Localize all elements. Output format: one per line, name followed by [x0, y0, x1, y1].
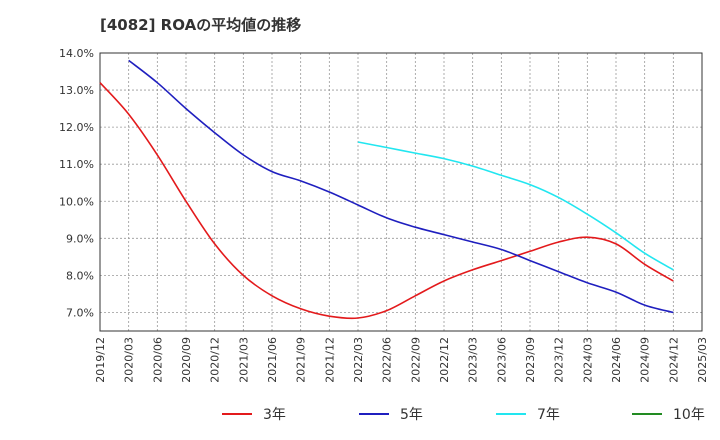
legend-label-2: 5年 — [400, 407, 423, 423]
x-tick-label: 2022/12 — [438, 337, 451, 383]
y-tick-label: 14.0% — [59, 47, 94, 60]
plot-area — [100, 53, 702, 331]
legend-label-4: 10年 — [673, 407, 705, 423]
x-tick-label: 2022/06 — [381, 337, 394, 383]
y-tick-label: 11.0% — [59, 158, 94, 171]
series-line-3 — [357, 141, 674, 271]
x-tick-label: 2020/09 — [180, 337, 193, 383]
x-tick-label: 2020/12 — [209, 337, 222, 383]
x-tick-label: 2023/03 — [467, 337, 480, 383]
series-line-2 — [128, 59, 674, 314]
x-tick-label: 2021/03 — [237, 337, 250, 383]
legend-label-3: 7年 — [537, 407, 560, 423]
x-tick-label: 2024/12 — [667, 337, 680, 383]
x-tick-label: 2024/03 — [581, 337, 594, 383]
y-tick-label: 13.0% — [59, 84, 94, 97]
y-tick-label: 8.0% — [66, 269, 94, 282]
y-tick-label: 12.0% — [59, 121, 94, 134]
x-tick-label: 2021/12 — [323, 337, 336, 383]
x-tick-label: 2021/09 — [295, 337, 308, 383]
legend-label-1: 3年 — [263, 407, 286, 423]
y-tick-label: 10.0% — [59, 195, 94, 208]
chart-title: [4082] ROAの平均値の推移 — [100, 16, 302, 34]
x-tick-label: 2022/09 — [409, 337, 422, 383]
x-tick-label: 2023/06 — [495, 337, 508, 383]
x-tick-label: 2025/03 — [696, 337, 709, 383]
x-tick-label: 2024/09 — [639, 337, 652, 383]
x-tick-label: 2023/09 — [524, 337, 537, 383]
series-line-1 — [99, 82, 674, 320]
y-tick-label: 7.0% — [66, 306, 94, 319]
x-tick-label: 2020/03 — [123, 337, 136, 383]
x-tick-label: 2024/06 — [610, 337, 623, 383]
x-tick-label: 2020/06 — [151, 337, 164, 383]
x-tick-label: 2023/12 — [553, 337, 566, 383]
x-tick-label: 2019/12 — [94, 337, 107, 383]
x-tick-label: 2022/03 — [352, 337, 365, 383]
y-tick-label: 9.0% — [66, 232, 94, 245]
plot-frame — [99, 52, 703, 332]
x-tick-label: 2021/06 — [266, 337, 279, 383]
